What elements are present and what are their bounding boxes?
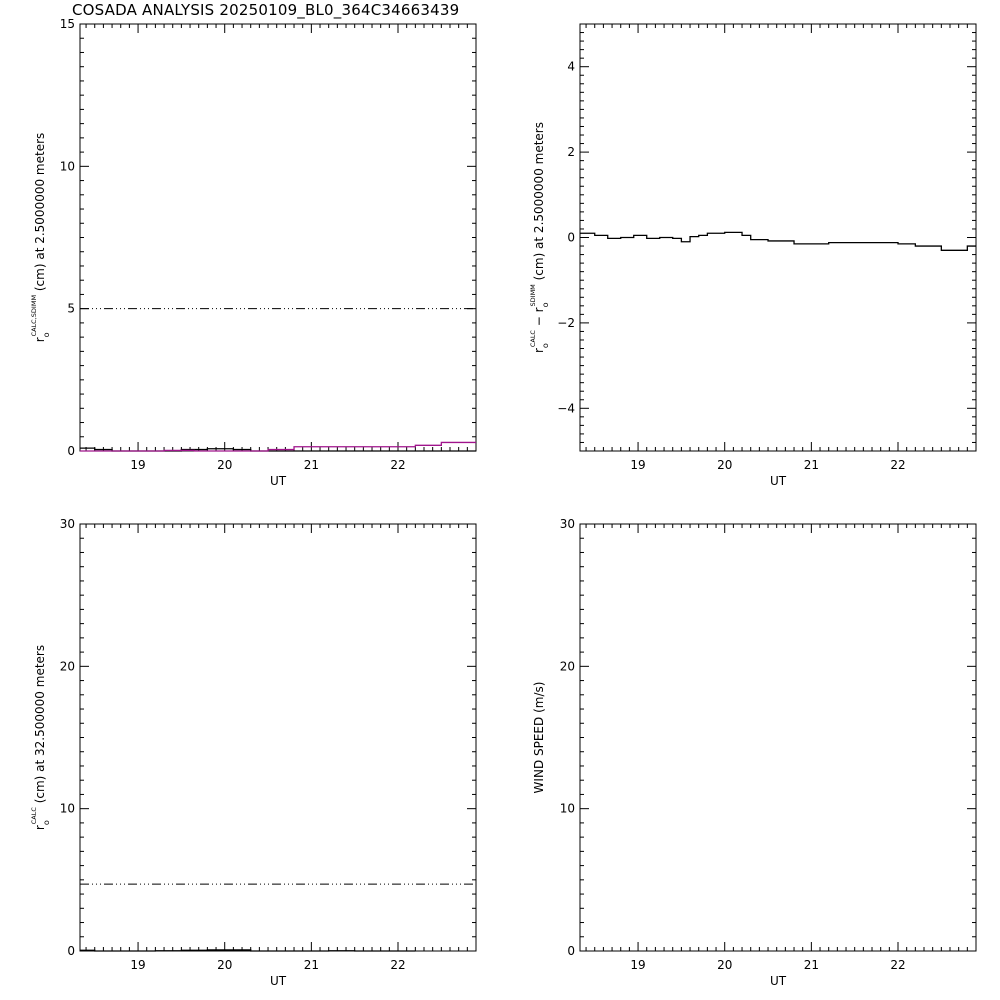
x-tick-label: 20: [717, 958, 732, 972]
panel-r0-calc-32p5m: 19 20 21 22 UT 0 10 20 30 ro CALC (cm) at 32.50000…: [30, 517, 477, 988]
plot-frame: [579, 23, 977, 452]
y-tick-label: 10: [60, 802, 75, 816]
y-axis-label: ro CALC (cm) at 32.500000 meters: [30, 645, 51, 830]
x-tick-label: 20: [217, 958, 232, 972]
y-tick-label: 30: [560, 517, 575, 531]
x-tick-label: 19: [130, 458, 145, 472]
plot-frame: [579, 523, 977, 952]
y-label-text: (cm) at 2.5000000 meters: [532, 122, 546, 284]
series-line-1: [80, 441, 476, 452]
y-label-symbol: r: [532, 348, 546, 353]
y-axis-label: ro CALC,SDIMM (cm) at 2.5000000 meters: [30, 133, 51, 343]
y-axis-label: WIND SPEED (m/s): [532, 682, 546, 794]
x-tick-label: 22: [390, 958, 405, 972]
y-label-subscript: o: [541, 343, 550, 348]
y-tick-label: 5: [67, 302, 75, 316]
y-label-subscript: o: [42, 820, 51, 825]
y-label-text: −: [532, 312, 546, 330]
y-tick-label: 0: [67, 944, 75, 958]
y-label-superscript: CALC,SDIMM: [30, 295, 38, 336]
y-tick-label: 0: [567, 944, 575, 958]
x-tick-label: 22: [890, 458, 905, 472]
x-tick-label: 22: [390, 458, 405, 472]
y-label-subscript: o: [42, 332, 51, 337]
y-tick-label: 2: [567, 145, 575, 159]
y-tick-label: 20: [560, 659, 575, 673]
x-axis-label: UT: [770, 474, 787, 488]
y-label-superscript: CALC: [30, 807, 38, 825]
y-label-text: (cm) at 32.500000 meters: [33, 645, 47, 807]
y-label-symbol: r: [532, 307, 546, 312]
x-tick-label: 20: [717, 458, 732, 472]
y-axis-label: roCALC − roSDIMM (cm) at 2.5000000 meter…: [529, 122, 550, 353]
y-tick-label: −2: [557, 316, 575, 330]
x-tick-label: 21: [304, 958, 319, 972]
y-tick-label: 10: [60, 159, 75, 173]
plot-frame: [79, 23, 477, 452]
y-label-superscript: SDIMM: [529, 284, 537, 306]
y-label-symbol: r: [33, 825, 47, 830]
x-axis-label: UT: [770, 974, 787, 988]
y-tick-label: 0: [567, 231, 575, 245]
plot-frame: [79, 523, 477, 952]
y-tick-label: 20: [60, 659, 75, 673]
x-tick-label: 21: [804, 458, 819, 472]
y-label-symbol: r: [33, 337, 47, 342]
y-tick-label: 30: [60, 517, 75, 531]
series-line-0: [80, 949, 416, 952]
x-tick-label: 21: [804, 958, 819, 972]
x-axis-label: UT: [270, 974, 287, 988]
y-tick-label: 10: [560, 802, 575, 816]
panel-r0-calc-sdimm-2p5m: 19 20 21 22 UT 0 5 10 15 ro CALC,SDIMM (cm) at 2.5…: [30, 17, 477, 488]
panel-wind-speed: 19 20 21 22 UT 0 10 20 30 WIND SPEED (m/s): [532, 517, 977, 988]
figure-title: COSADA ANALYSIS 20250109_BL0_364C3466343…: [72, 1, 460, 19]
y-tick-label: 15: [60, 17, 75, 31]
y-label-text: (cm) at 2.5000000 meters: [33, 133, 47, 295]
x-tick-label: 19: [630, 458, 645, 472]
x-tick-label: 19: [130, 958, 145, 972]
x-tick-label: 22: [890, 958, 905, 972]
x-tick-label: 21: [304, 458, 319, 472]
y-label-subscript: o: [541, 302, 550, 307]
y-tick-label: 4: [567, 60, 575, 74]
x-axis-label: UT: [270, 474, 287, 488]
x-tick-label: 19: [630, 958, 645, 972]
y-label-superscript: CALC: [529, 330, 537, 348]
y-tick-label: 0: [67, 444, 75, 458]
series-line-0: [580, 231, 976, 251]
x-tick-label: 20: [217, 458, 232, 472]
y-tick-label: −4: [557, 401, 575, 415]
